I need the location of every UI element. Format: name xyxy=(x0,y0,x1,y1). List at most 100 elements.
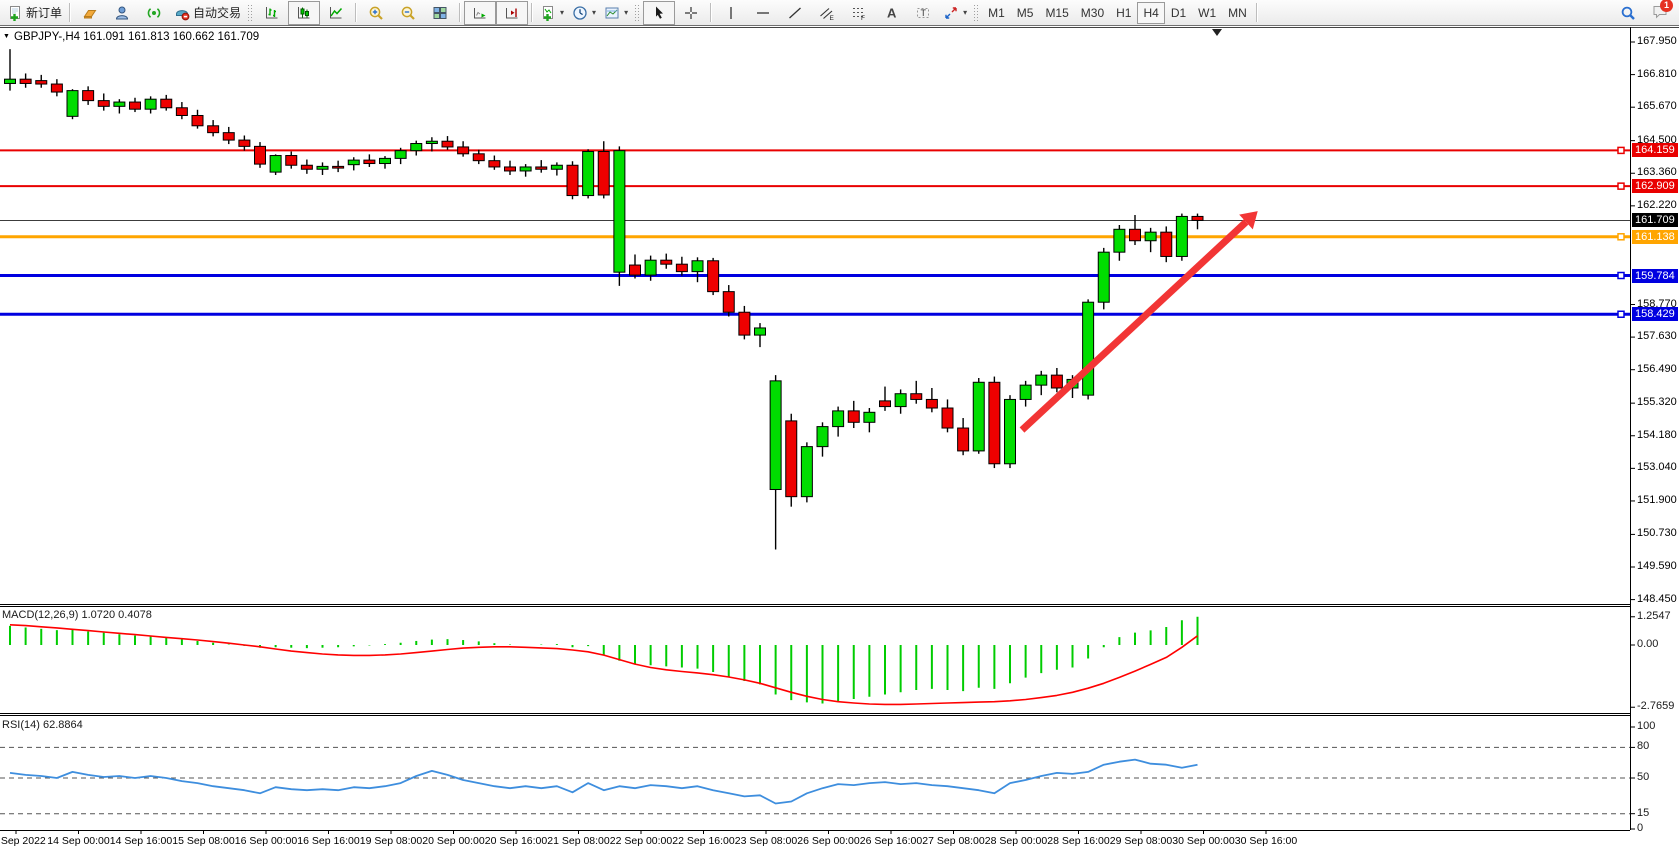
candle-body xyxy=(879,400,891,408)
price-tick-label: 157.630 xyxy=(1637,330,1677,343)
search-button[interactable] xyxy=(1612,1,1644,25)
chart-shift-marker[interactable] xyxy=(1212,29,1222,36)
timeframe-button-m15[interactable]: M15 xyxy=(1045,5,1069,20)
line-end-marker[interactable] xyxy=(1617,310,1625,319)
chat-button-wrap: 1 xyxy=(1652,0,1673,22)
new-order-button-label: 新订单 xyxy=(26,6,63,20)
price-badge-161.709: 161.709 xyxy=(1632,213,1678,228)
signals-button[interactable] xyxy=(138,1,170,25)
macd-axis-label: 0.00 xyxy=(1637,638,1659,650)
price-tick-label: 155.320 xyxy=(1637,396,1677,409)
macd-signal-line xyxy=(9,624,1198,706)
trend-arrow-head[interactable] xyxy=(1239,211,1258,230)
price-tick-label: 158.770 xyxy=(1637,297,1677,310)
timeframe-button-m5[interactable]: M5 xyxy=(1016,5,1034,20)
dropdown-arrow-icon[interactable]: ▾ xyxy=(624,8,629,17)
zoom-out-icon xyxy=(401,6,415,20)
line-end-marker[interactable] xyxy=(1617,146,1625,155)
horizontal-line-button[interactable] xyxy=(747,1,779,25)
candle-body xyxy=(863,411,876,423)
zoom-out-button[interactable] xyxy=(392,1,424,25)
time-axis-label: 14 Sep 16:00 xyxy=(109,835,173,847)
line-end-marker[interactable] xyxy=(1617,271,1625,280)
timeframe-button-m1[interactable]: M1 xyxy=(988,5,1005,20)
chart-shift-button[interactable] xyxy=(496,0,529,25)
price-tick-label: 149.590 xyxy=(1637,560,1677,572)
fibonacci-button[interactable]: F xyxy=(843,1,875,25)
candle-body xyxy=(457,146,470,155)
equidistant-channel-button[interactable]: E xyxy=(811,1,843,25)
time-axis-label: 27 Sep 08:00 xyxy=(922,835,985,847)
autotrading-button[interactable]: 自动交易 xyxy=(170,1,245,25)
timeframe-button-h4[interactable]: H4 xyxy=(1137,1,1165,24)
candle-body xyxy=(707,260,720,293)
cursor-button[interactable] xyxy=(643,0,676,25)
candle-body xyxy=(4,78,16,84)
timeframe-button-d1[interactable]: D1 xyxy=(1170,5,1187,20)
bar-chart-icon xyxy=(266,6,278,18)
price-tick-label: 163.360 xyxy=(1637,166,1677,179)
arrows-button[interactable]: ▾ xyxy=(939,1,971,25)
market-button[interactable] xyxy=(74,1,106,25)
candle-body xyxy=(644,259,657,276)
candlestick-chart-button[interactable] xyxy=(288,0,321,25)
vertical-line-button[interactable] xyxy=(715,1,747,25)
timeframe-button-mn[interactable]: MN xyxy=(1228,5,1247,20)
time-axis-label: 30 Sep 16:00 xyxy=(1234,835,1298,847)
notification-badge: 1 xyxy=(1660,0,1673,12)
auto-scroll-button[interactable] xyxy=(464,0,497,25)
dropdown-arrow-icon[interactable]: ▾ xyxy=(963,8,968,17)
time-axis-label: 14 Sep 00:00 xyxy=(47,835,110,847)
periods-button[interactable]: ▾ xyxy=(568,1,600,25)
candle-body xyxy=(847,410,860,423)
candle-body xyxy=(722,291,735,313)
crosshair-button[interactable] xyxy=(675,1,707,25)
candle-body xyxy=(785,420,798,498)
candle-body xyxy=(1035,374,1048,386)
mql5-community-button[interactable] xyxy=(106,1,138,25)
chart-title-dropdown-icon[interactable]: ▼ xyxy=(3,33,10,40)
candle-body xyxy=(238,139,251,147)
timeframe-button-w1[interactable]: W1 xyxy=(1198,5,1217,20)
candle-body xyxy=(66,90,79,117)
new-order-button[interactable]: 新订单 xyxy=(3,1,66,25)
line-chart-button[interactable] xyxy=(320,1,352,25)
dropdown-arrow-icon[interactable]: ▾ xyxy=(560,8,565,17)
time-axis-label: 26 Sep 00:00 xyxy=(797,835,860,847)
tile-windows-button[interactable] xyxy=(424,1,456,25)
candle-body xyxy=(97,100,110,107)
candle-body xyxy=(1160,231,1173,257)
autotrading-button-label: 自动交易 xyxy=(193,6,242,20)
line-end-marker[interactable] xyxy=(1617,182,1625,190)
toolbar-grip xyxy=(247,3,253,22)
periods-icon xyxy=(573,5,587,20)
bar-chart-button[interactable] xyxy=(256,1,288,25)
text-button[interactable]: A xyxy=(875,1,907,25)
macd-axis-label: -2.7659 xyxy=(1637,700,1675,713)
candle-body xyxy=(394,150,407,159)
templates-button[interactable]: ▾ xyxy=(600,1,632,25)
zoom-in-button[interactable] xyxy=(360,1,392,25)
price-tick-label: 165.670 xyxy=(1637,100,1677,113)
toolbar-separator xyxy=(531,3,534,22)
candle-body xyxy=(82,90,95,102)
candle-body xyxy=(597,151,610,196)
candle-body xyxy=(144,98,157,110)
indicators-button[interactable]: ▾ xyxy=(536,1,568,25)
svg-text:A: A xyxy=(887,5,897,20)
chat-button[interactable]: 1 xyxy=(1644,0,1676,25)
candle-body xyxy=(1082,301,1095,396)
dropdown-arrow-icon[interactable]: ▾ xyxy=(592,8,597,17)
signals-icon xyxy=(147,7,161,18)
time-axis-label: 20 Sep 00:00 xyxy=(422,835,485,847)
auto-scroll-icon xyxy=(474,7,486,18)
candle-body xyxy=(941,407,954,429)
text-label-button[interactable]: T xyxy=(907,1,939,25)
timeframe-button-m30[interactable]: M30 xyxy=(1080,5,1105,20)
trendline-button[interactable] xyxy=(779,1,811,25)
line-end-marker[interactable] xyxy=(1617,233,1625,241)
price-tick-label: 156.490 xyxy=(1637,362,1677,375)
trend-arrow-line[interactable] xyxy=(1019,219,1249,433)
timeframe-button-h1[interactable]: H1 xyxy=(1116,5,1132,20)
